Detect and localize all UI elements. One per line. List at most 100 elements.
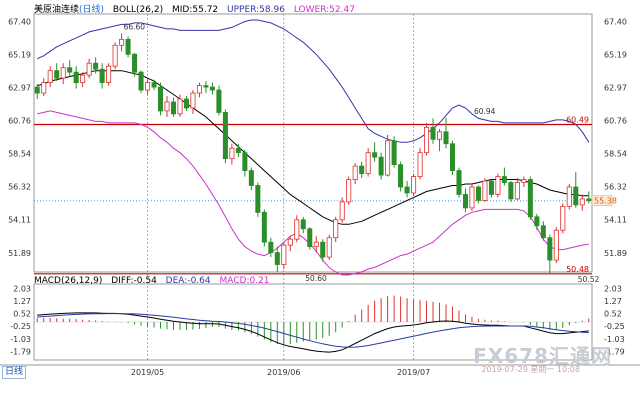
candle-body	[424, 126, 430, 154]
price-panel-frame	[33, 13, 593, 273]
candle-body	[579, 198, 585, 206]
candle-body	[132, 53, 138, 73]
y-tick-label-left: 54.11	[8, 216, 31, 225]
current-price-label: 55.38	[594, 197, 617, 206]
x-tick-label: 2019/07	[397, 368, 430, 377]
macd-y-tick-left: -1.03	[10, 335, 31, 344]
macd-y-tick-right: 0.52	[604, 309, 622, 318]
y-tick-label-left: 51.89	[8, 249, 31, 258]
candle-body	[359, 165, 365, 174]
candle-body	[216, 89, 222, 113]
candle-body	[73, 71, 79, 84]
boll-upper-line	[36, 19, 590, 143]
candle-body	[475, 186, 481, 201]
macd-diff-value: DIFF:-0.54	[111, 276, 157, 286]
macd-y-tick-right: 2.03	[604, 284, 622, 293]
candle-body	[287, 238, 293, 246]
horizontal-level-label: 50.48	[566, 265, 589, 274]
candle-body	[462, 194, 468, 209]
macd-diff-line	[37, 312, 589, 353]
chart-title-bar: 美原油连续(日线) BOLL(26,2) MID:55.72 UPPER:58.…	[34, 2, 361, 15]
candle-body	[190, 92, 196, 109]
y-tick-label-right: 58.54	[604, 150, 627, 159]
watermark-timestamp: 2019-07-29 星期一 10:08	[481, 365, 580, 374]
candle-body	[99, 68, 105, 84]
candle-body	[488, 180, 494, 195]
macd-hist-value: MACD:0.21	[219, 276, 270, 286]
candle-body	[456, 170, 462, 195]
candle-body	[41, 82, 47, 94]
macd-y-tick-right: -1.79	[604, 348, 625, 357]
candle-body	[281, 244, 287, 265]
candle-body	[54, 70, 60, 79]
candle-body	[112, 44, 118, 67]
macd-label: MACD(26,12,9)	[34, 276, 103, 286]
candle-body	[145, 82, 151, 91]
candle-body	[378, 156, 384, 176]
candle-body	[177, 98, 183, 115]
candle-body	[80, 74, 86, 84]
macd-y-tick-right: 1.27	[604, 297, 622, 306]
candle-body	[508, 182, 514, 200]
candle-body	[443, 131, 449, 145]
candle-body	[514, 182, 520, 200]
candle-body	[417, 152, 423, 177]
candle-body	[404, 186, 410, 194]
y-tick-label-left: 67.40	[8, 17, 31, 26]
candle-body	[547, 237, 553, 261]
macd-y-tick-left: 1.27	[13, 297, 31, 306]
boll-lower-value: LOWER:52.47	[293, 5, 355, 15]
boll-mid-value: MID:55.72	[172, 5, 219, 15]
extreme-label: 50.52	[578, 275, 600, 284]
candle-body	[346, 179, 352, 203]
candle-body	[313, 241, 319, 248]
candle-body	[501, 176, 507, 183]
y-tick-label-right: 65.19	[604, 50, 627, 59]
candle-body	[274, 252, 280, 265]
horizontal-level-label: 60.49	[566, 116, 589, 125]
candle-body	[125, 38, 131, 55]
watermark-logo: FX678汇通网	[473, 344, 612, 368]
macd-dea-value: DEA:-0.64	[165, 276, 211, 286]
y-tick-label-left: 56.32	[8, 183, 31, 192]
candle-body	[164, 101, 170, 112]
candle-body	[209, 86, 215, 91]
candle-body	[566, 186, 572, 207]
candle-body	[255, 185, 261, 213]
y-tick-label-right: 51.89	[604, 249, 627, 258]
candle-body	[248, 170, 254, 186]
y-tick-label-right: 56.32	[604, 183, 627, 192]
candle-body	[229, 147, 235, 160]
boll-lower-line	[37, 110, 589, 276]
macd-y-tick-left: -0.25	[10, 322, 31, 331]
boll-label: BOLL(26,2)	[112, 5, 164, 15]
y-tick-label-right: 54.11	[604, 216, 627, 225]
candle-body	[339, 201, 345, 221]
macd-y-tick-right: -1.03	[604, 335, 625, 344]
candle-body	[300, 219, 306, 230]
x-tick-label: 2019/06	[267, 368, 300, 377]
candle-body	[158, 86, 164, 112]
macd-y-tick-left: 2.03	[13, 284, 31, 293]
period-button[interactable]: 日线	[2, 366, 27, 379]
candle-body	[534, 216, 540, 227]
candle-body	[196, 85, 202, 94]
candle-body	[203, 85, 209, 88]
candle-body	[482, 180, 488, 201]
macd-y-tick-right: -0.25	[604, 322, 625, 331]
candle-body	[34, 86, 40, 94]
candle-body	[495, 176, 501, 195]
y-tick-label-left: 60.76	[8, 116, 31, 125]
macd-dea-line	[37, 313, 589, 348]
macd-y-tick-left: 0.52	[13, 309, 31, 318]
candle-body	[47, 70, 53, 84]
y-tick-label-left: 58.54	[8, 150, 31, 159]
candle-body	[268, 241, 274, 254]
y-tick-label-left: 62.97	[8, 84, 31, 93]
candle-body	[391, 140, 397, 166]
boll-upper-value: UPPER:58.96	[227, 5, 285, 15]
candle-body	[437, 131, 443, 140]
y-tick-label-right: 67.40	[604, 17, 627, 26]
